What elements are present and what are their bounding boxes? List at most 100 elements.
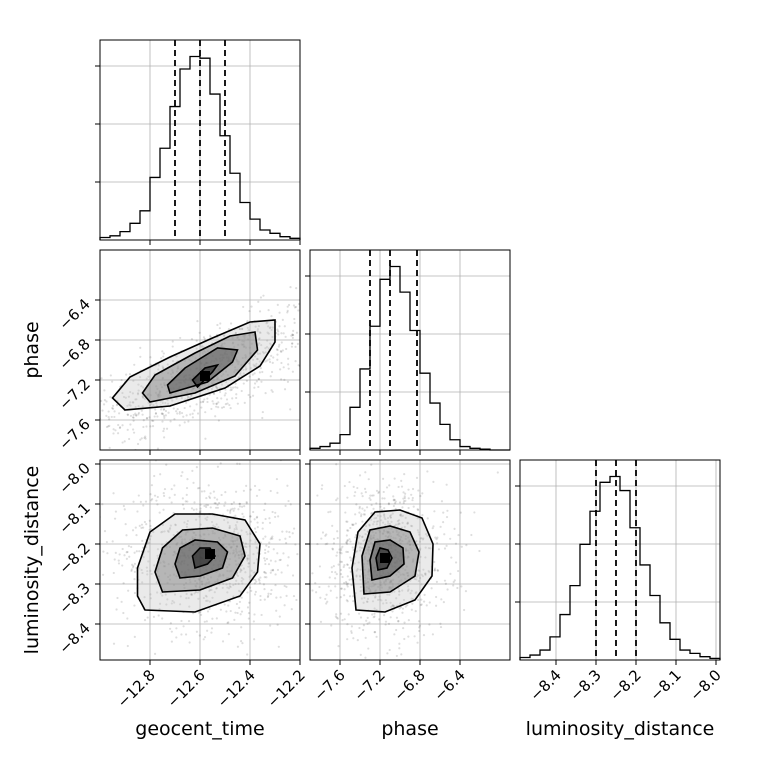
scatter-point: [198, 634, 201, 637]
scatter-point: [418, 561, 421, 564]
scatter-point: [283, 378, 286, 381]
scatter-point: [138, 567, 141, 570]
scatter-point: [388, 648, 391, 652]
scatter-point: [293, 306, 297, 309]
scatter-point: [364, 533, 367, 536]
scatter-point: [288, 535, 291, 538]
scatter-point: [384, 623, 387, 626]
scatter-point: [237, 376, 240, 379]
scatter-point: [267, 309, 270, 312]
scatter-point: [346, 529, 349, 532]
scatter-point: [70, 420, 72, 422]
scatter-point: [258, 579, 261, 582]
scatter-point: [255, 546, 258, 549]
scatter-point: [293, 321, 296, 324]
scatter-point: [204, 517, 207, 520]
scatter-point: [285, 541, 288, 545]
scatter-point: [182, 507, 186, 510]
scatter-point: [392, 504, 395, 508]
scatter-point: [282, 366, 285, 369]
scatter-point: [258, 342, 261, 345]
scatter-point: [190, 507, 194, 510]
scatter-point: [266, 321, 269, 324]
scatter-point: [130, 569, 133, 572]
scatter-point: [280, 378, 283, 381]
density-phase-luminosity-distance: [311, 463, 499, 660]
scatter-point: [120, 600, 123, 603]
scatter-point: [220, 493, 223, 497]
scatter-point: [389, 513, 393, 517]
scatter-point: [255, 558, 259, 561]
scatter-point: [346, 563, 349, 566]
scatter-point: [247, 328, 250, 332]
scatter-point: [184, 633, 188, 636]
scatter-point: [353, 317, 355, 319]
scatter-point: [292, 304, 296, 307]
scatter-point: [353, 494, 356, 497]
scatter-point: [351, 546, 354, 549]
scatter-point: [290, 342, 294, 345]
scatter-point: [402, 501, 405, 505]
scatter-point: [386, 520, 390, 523]
scatter-point: [362, 624, 366, 627]
scatter-point: [359, 585, 362, 589]
scatter-point: [433, 510, 436, 513]
scatter-point: [227, 328, 231, 331]
scatter-point: [355, 569, 358, 572]
scatter-point: [396, 520, 399, 523]
scatter-point: [413, 635, 416, 638]
scatter-point: [253, 484, 257, 488]
scatter-point: [389, 616, 392, 619]
scatter-point: [370, 518, 373, 521]
scatter-point: [195, 403, 198, 406]
scatter-point: [145, 417, 148, 420]
scatter-point: [271, 568, 275, 571]
scatter-point: [345, 540, 348, 544]
scatter-point: [338, 548, 341, 551]
scatter-point: [275, 596, 278, 599]
scatter-point: [136, 393, 140, 396]
scatter-point: [249, 395, 252, 399]
scatter-point: [317, 376, 319, 378]
scatter-point: [175, 627, 178, 630]
scatter-point: [426, 470, 429, 473]
scatter-point: [145, 566, 148, 569]
scatter-point: [213, 502, 216, 505]
scatter-point: [349, 526, 352, 530]
scatter-point: [199, 344, 202, 347]
scatter-point: [301, 495, 303, 497]
scatter-point: [191, 469, 194, 472]
scatter-point: [372, 507, 375, 510]
scatter-point: [422, 568, 425, 571]
scatter-point: [180, 619, 183, 623]
scatter-point: [240, 389, 243, 393]
scatter-point: [281, 318, 284, 321]
scatter-point: [345, 580, 348, 584]
scatter-point: [168, 496, 171, 499]
scatter-point: [127, 589, 130, 592]
scatter-point: [248, 545, 251, 548]
scatter-point: [418, 540, 421, 543]
scatter-point: [240, 564, 243, 567]
scatter-point: [241, 582, 244, 585]
scatter-point: [197, 597, 200, 600]
scatter-point: [208, 334, 212, 337]
scatter-point: [135, 550, 138, 553]
scatter-point: [286, 564, 289, 567]
scatter-point: [246, 591, 249, 594]
scatter-point: [270, 389, 273, 392]
scatter-point: [224, 501, 227, 504]
scatter-point: [232, 595, 235, 598]
scatter-point: [346, 539, 349, 542]
scatter-point: [395, 628, 398, 632]
scatter-point: [404, 516, 407, 519]
scatter-point: [164, 401, 167, 405]
scatter-point: [253, 561, 256, 565]
scatter-point: [141, 395, 144, 398]
scatter-point: [418, 548, 422, 552]
scatter-point: [268, 517, 271, 520]
scatter-point: [166, 363, 169, 366]
scatter-point: [266, 339, 269, 342]
scatter-point: [424, 556, 427, 559]
scatter-point: [162, 429, 165, 433]
